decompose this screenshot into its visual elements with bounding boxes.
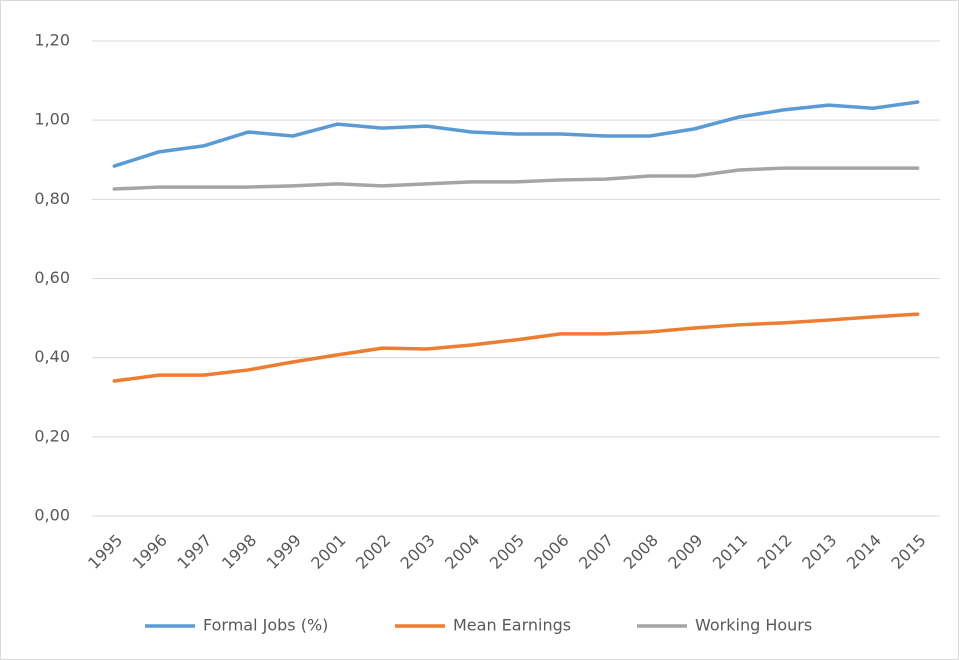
line bbox=[112, 166, 920, 191]
y-tick-label: 0,60 bbox=[34, 268, 70, 287]
legend-label: Mean Earnings bbox=[453, 616, 571, 635]
y-tick-label: 0,20 bbox=[34, 426, 70, 445]
legend-label: Formal Jobs (%) bbox=[203, 616, 328, 635]
y-tick-label: 1,20 bbox=[34, 31, 70, 50]
y-tick-label: 0,80 bbox=[34, 189, 70, 208]
y-tick-label: 0,40 bbox=[34, 347, 70, 366]
y-tick-label: 0,00 bbox=[34, 506, 70, 525]
line bbox=[112, 312, 920, 383]
legend-label: Working Hours bbox=[695, 616, 812, 635]
y-tick-label: 1,00 bbox=[34, 110, 70, 129]
line bbox=[112, 100, 920, 168]
